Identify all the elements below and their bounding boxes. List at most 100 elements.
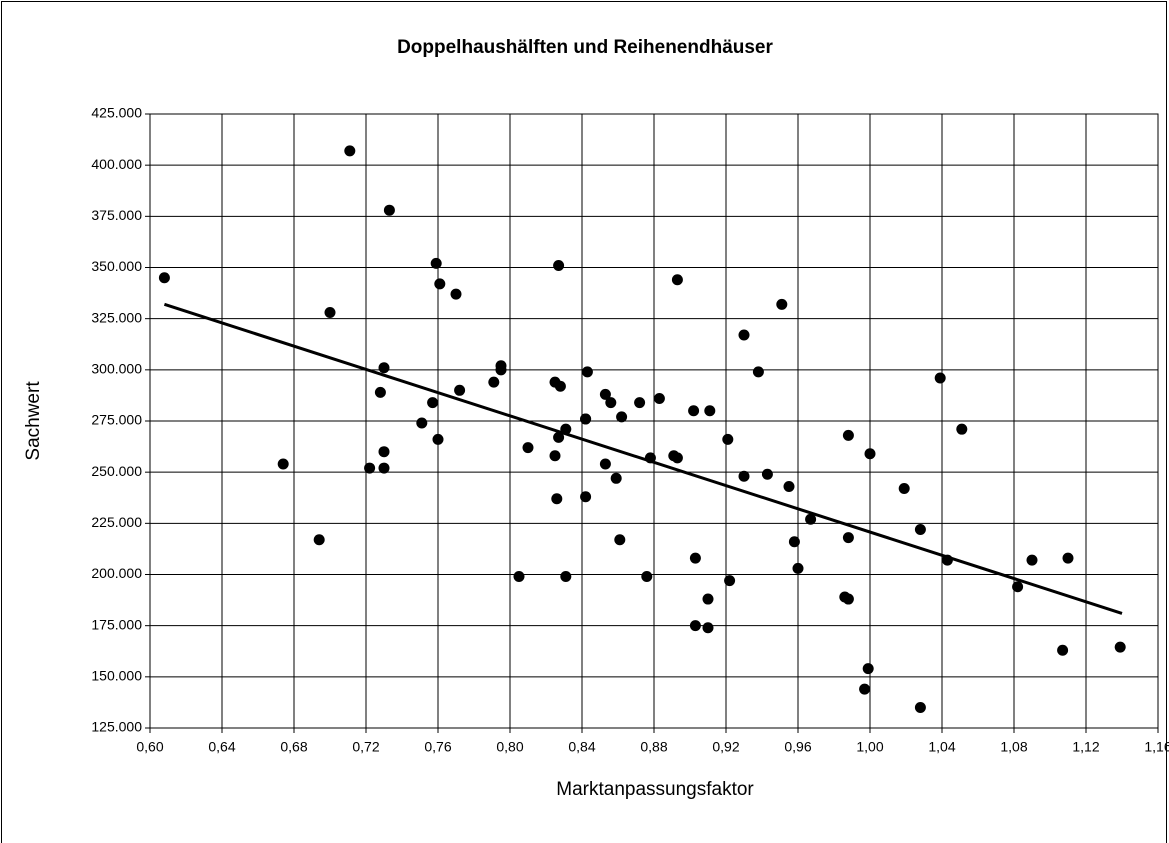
point <box>553 431 565 443</box>
point <box>549 450 561 462</box>
point <box>551 493 563 505</box>
point <box>605 397 617 409</box>
point <box>614 534 626 546</box>
point <box>1114 641 1126 653</box>
y-tick-label: 250.000 <box>91 463 142 479</box>
point <box>430 257 442 269</box>
point <box>783 480 795 492</box>
point <box>934 372 946 384</box>
y-tick-label: 350.000 <box>91 258 142 274</box>
point <box>788 536 800 548</box>
point <box>1062 552 1074 564</box>
point <box>454 384 466 396</box>
point <box>581 366 593 378</box>
point <box>761 468 773 480</box>
point <box>671 452 683 464</box>
point <box>158 272 170 284</box>
x-tick-label: 0,68 <box>280 739 307 755</box>
point <box>702 593 714 605</box>
point <box>432 433 444 445</box>
chart-title: Doppelhaushälften und Reihenendhäuser <box>397 37 773 58</box>
point <box>599 458 611 470</box>
y-tick-label: 325.000 <box>91 309 142 325</box>
point <box>653 392 665 404</box>
x-tick-label: 0,80 <box>496 739 523 755</box>
y-tick-label: 300.000 <box>91 361 142 377</box>
point <box>427 397 439 409</box>
y-tick-label: 150.000 <box>91 668 142 684</box>
trend-line <box>163 302 1123 615</box>
point <box>671 274 683 286</box>
x-tick-label: 1,00 <box>856 739 883 755</box>
y-tick-label: 125.000 <box>91 719 142 735</box>
point <box>313 534 325 546</box>
point <box>702 622 714 634</box>
point <box>416 417 428 429</box>
x-tick-label: 0,60 <box>136 739 163 755</box>
x-tick-label: 0,76 <box>424 739 451 755</box>
point <box>842 593 854 605</box>
y-tick-label: 400.000 <box>91 156 142 172</box>
point <box>776 298 788 310</box>
y-tick-label: 275.000 <box>91 412 142 428</box>
point <box>610 472 622 484</box>
point <box>1012 581 1024 593</box>
point <box>724 575 736 587</box>
point <box>434 278 446 290</box>
point <box>634 397 646 409</box>
point <box>722 433 734 445</box>
point <box>792 562 804 574</box>
point <box>383 204 395 216</box>
point <box>914 702 926 714</box>
y-axis-label: Sachwert <box>23 381 44 461</box>
point <box>522 442 534 454</box>
x-tick-label: 0,88 <box>640 739 667 755</box>
point <box>374 386 386 398</box>
y-tick-label: 225.000 <box>91 514 142 530</box>
x-tick-label: 0,96 <box>784 739 811 755</box>
x-tick-label: 0,84 <box>568 739 595 755</box>
point <box>495 364 507 376</box>
x-tick-label: 1,04 <box>928 739 955 755</box>
y-tick-label: 375.000 <box>91 207 142 223</box>
point <box>378 446 390 458</box>
point <box>553 259 565 271</box>
point <box>689 552 701 564</box>
point <box>914 523 926 535</box>
point <box>599 388 611 400</box>
point <box>488 376 500 388</box>
point <box>513 571 525 583</box>
point <box>956 423 968 435</box>
point <box>738 329 750 341</box>
point <box>688 405 700 417</box>
x-axis-label: Marktanpassungsfaktor <box>556 779 754 800</box>
point <box>554 380 566 392</box>
x-tick-label: 0,72 <box>352 739 379 755</box>
point <box>862 663 874 675</box>
point <box>898 483 910 495</box>
point <box>324 307 336 319</box>
point <box>1057 644 1069 656</box>
x-tick-label: 0,92 <box>712 739 739 755</box>
point <box>842 429 854 441</box>
point <box>277 458 289 470</box>
x-tick-label: 0,64 <box>208 739 235 755</box>
point <box>859 683 871 695</box>
point <box>560 571 572 583</box>
point <box>580 491 592 503</box>
point <box>1026 554 1038 566</box>
x-tick-label: 1,08 <box>1000 739 1027 755</box>
point <box>704 405 716 417</box>
point <box>580 413 592 425</box>
point <box>378 462 390 474</box>
x-tick-label: 1,12 <box>1072 739 1099 755</box>
point <box>364 462 376 474</box>
y-tick-label: 200.000 <box>91 565 142 581</box>
point <box>378 362 390 374</box>
y-tick-label: 175.000 <box>91 616 142 632</box>
point <box>616 411 628 423</box>
point <box>842 532 854 544</box>
point <box>450 288 462 300</box>
point <box>752 366 764 378</box>
